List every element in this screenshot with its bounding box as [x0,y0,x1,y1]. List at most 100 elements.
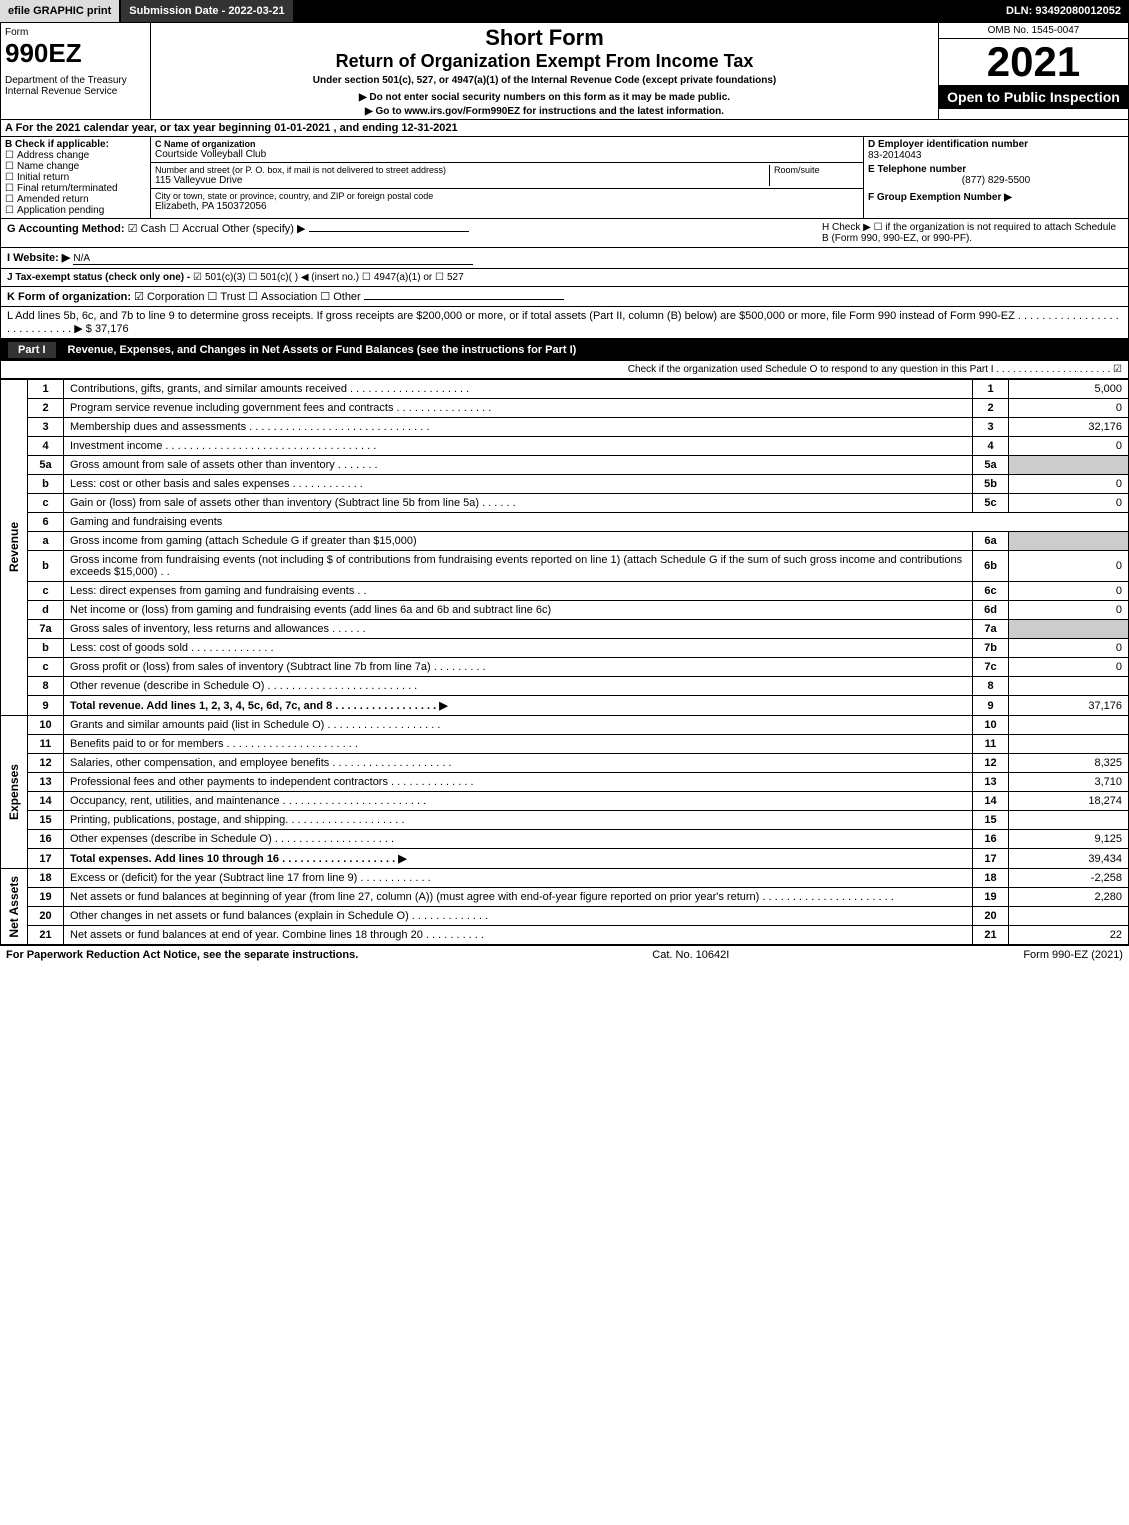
chk-cash[interactable]: Cash [128,223,167,235]
short-form-title: Short Form [157,25,932,51]
city-state-zip: Elizabeth, PA 150372056 [155,201,859,212]
form-number: 990EZ [5,38,146,69]
entity-box: B Check if applicable: Address change Na… [0,137,1129,219]
website-value: N/A [73,253,473,265]
l-text: L Add lines 5b, 6c, and 7b to line 9 to … [7,310,1119,335]
form-header: Form 990EZ Department of the Treasury In… [0,22,1129,120]
submission-date-button[interactable]: Submission Date - 2022-03-21 [121,0,294,22]
e-label: E Telephone number [868,164,1124,175]
ssn-warning: ▶ Do not enter social security numbers o… [157,92,932,103]
f-label: F Group Exemption Number ▶ [868,192,1124,203]
chk-application-pending[interactable]: Application pending [5,205,146,216]
row-k: K Form of organization: Corporation Trus… [0,287,1129,307]
irs-label: Internal Revenue Service [5,86,146,97]
efile-print-button[interactable]: efile GRAPHIC print [0,0,121,22]
table-row: 16Other expenses (describe in Schedule O… [1,830,1129,849]
table-row: 2Program service revenue including gover… [1,399,1129,418]
ein-value: 83-2014043 [868,150,1124,161]
part-1-title: Revenue, Expenses, and Changes in Net As… [68,344,577,356]
table-row: bLess: cost of goods sold . . . . . . . … [1,639,1129,658]
chk-527[interactable]: 527 [435,272,464,283]
line-num-r: 1 [973,380,1009,399]
phone-value: (877) 829-5500 [868,175,1124,186]
chk-501c[interactable]: 501(c)( ) ◀ (insert no.) [248,272,359,283]
return-title: Return of Organization Exempt From Incom… [157,51,932,72]
goto-link[interactable]: ▶ Go to www.irs.gov/Form990EZ for instru… [157,106,932,117]
table-row: bGross income from fundraising events (n… [1,551,1129,582]
city-label: City or town, state or province, country… [155,191,859,201]
part1-table: Revenue 1Contributions, gifts, grants, a… [0,379,1129,945]
table-row: 3Membership dues and assessments . . . .… [1,418,1129,437]
table-row: 17Total expenses. Add lines 10 through 1… [1,849,1129,869]
under-section: Under section 501(c), 527, or 4947(a)(1)… [157,75,932,86]
chk-accrual[interactable]: Accrual [169,223,219,235]
l-amount: 37,176 [95,323,129,335]
part-1-sub: Check if the organization used Schedule … [0,361,1129,379]
line-num: 1 [28,380,64,399]
table-row: 4Investment income . . . . . . . . . . .… [1,437,1129,456]
top-bar: efile GRAPHIC print Submission Date - 20… [0,0,1129,22]
cat-no: Cat. No. 10642I [652,949,729,961]
page-footer: For Paperwork Reduction Act Notice, see … [0,945,1129,964]
chk-address-change[interactable]: Address change [5,150,146,161]
i-label: I Website: ▶ [7,252,70,264]
table-row: 20Other changes in net assets or fund ba… [1,907,1129,926]
table-row: 5aGross amount from sale of assets other… [1,456,1129,475]
revenue-sidebar: Revenue [7,522,21,572]
chk-association[interactable]: Association [248,291,317,303]
row-l: L Add lines 5b, 6c, and 7b to line 9 to … [0,307,1129,339]
street-label: Number and street (or P. O. box, if mail… [155,165,769,175]
dept-treasury: Department of the Treasury [5,75,146,86]
table-row: cLess: direct expenses from gaming and f… [1,582,1129,601]
chk-final-return[interactable]: Final return/terminated [5,183,146,194]
chk-name-change[interactable]: Name change [5,161,146,172]
chk-501c3[interactable]: 501(c)(3) [193,272,246,283]
part-1-label: Part I [8,342,56,358]
section-a: A For the 2021 calendar year, or tax yea… [0,120,1129,137]
chk-trust[interactable]: Trust [208,291,246,303]
b-header: B Check if applicable: [5,139,146,150]
table-row: 6Gaming and fundraising events [1,513,1129,532]
table-row: cGain or (loss) from sale of assets othe… [1,494,1129,513]
table-row: 21Net assets or fund balances at end of … [1,926,1129,945]
table-row: dNet income or (loss) from gaming and fu… [1,601,1129,620]
chk-initial-return[interactable]: Initial return [5,172,146,183]
table-row: 9Total revenue. Add lines 1, 2, 3, 4, 5c… [1,696,1129,716]
h-text: H Check ▶ ☐ if the organization is not r… [822,222,1122,244]
table-row: aGross income from gaming (attach Schedu… [1,532,1129,551]
open-to-public: Open to Public Inspection [939,85,1128,109]
org-name: Courtside Volleyball Club [155,149,859,160]
street-address: 115 Valleyvue Drive [155,175,769,186]
table-row: Net Assets 18Excess or (deficit) for the… [1,869,1129,888]
netassets-sidebar: Net Assets [7,876,21,938]
chk-amended-return[interactable]: Amended return [5,194,146,205]
line-amount: 5,000 [1009,380,1129,399]
table-row: 11Benefits paid to or for members . . . … [1,735,1129,754]
chk-corporation[interactable]: Corporation [134,291,204,303]
chk-4947[interactable]: 4947(a)(1) or [362,272,432,283]
chk-other-org[interactable]: Other [320,291,360,303]
expenses-sidebar: Expenses [7,764,21,820]
row-j: J Tax-exempt status (check only one) - 5… [0,269,1129,287]
form-ref: Form 990-EZ (2021) [1023,949,1123,961]
table-row: 8Other revenue (describe in Schedule O) … [1,677,1129,696]
table-row: 13Professional fees and other payments t… [1,773,1129,792]
c-name-label: C Name of organization [155,139,859,149]
table-row: 19Net assets or fund balances at beginni… [1,888,1129,907]
section-def: D Employer identification number 83-2014… [863,137,1128,218]
g-other: Other (specify) ▶ [222,223,306,235]
table-row: bLess: cost or other basis and sales exp… [1,475,1129,494]
k-label: K Form of organization: [7,291,131,303]
part-1-header: Part I Revenue, Expenses, and Changes in… [0,339,1129,361]
table-row: Revenue 1Contributions, gifts, grants, a… [1,380,1129,399]
table-row: 15Printing, publications, postage, and s… [1,811,1129,830]
j-label: J Tax-exempt status (check only one) - [7,272,190,283]
table-row: Expenses 10Grants and similar amounts pa… [1,716,1129,735]
line-desc: Contributions, gifts, grants, and simila… [64,380,973,399]
row-g-h: G Accounting Method: Cash Accrual Other … [0,219,1129,248]
row-i: I Website: ▶ N/A [0,248,1129,269]
section-c: C Name of organization Courtside Volleyb… [151,137,863,218]
omb-number: OMB No. 1545-0047 [939,23,1128,39]
dln-label: DLN: 93492080012052 [998,0,1129,22]
table-row: cGross profit or (loss) from sales of in… [1,658,1129,677]
